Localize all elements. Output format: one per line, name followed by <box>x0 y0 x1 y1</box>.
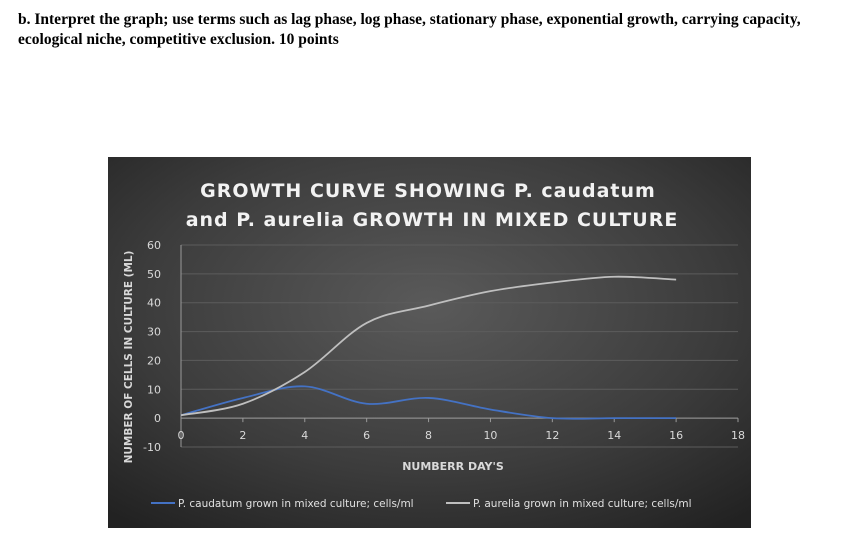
chart-svg: GROWTH CURVE SHOWING P. caudatum and P. … <box>108 157 751 528</box>
legend-label-1: P. caudatum grown in mixed culture; cell… <box>178 498 414 510</box>
series <box>180 275 677 420</box>
y-tick-label: 60 <box>147 239 161 252</box>
y-tick-label: 0 <box>154 412 161 425</box>
chart-background <box>108 157 751 528</box>
chart-title-line1: GROWTH CURVE SHOWING P. caudatum <box>200 180 656 202</box>
x-axis-label: NUMBERR DAY'S <box>402 460 504 473</box>
y-tick-label: 50 <box>147 268 161 281</box>
y-tick-label: 10 <box>147 383 161 396</box>
x-tick-label: 14 <box>607 429 621 442</box>
question-text: b. Interpret the graph; use terms such a… <box>18 11 801 48</box>
chart: GROWTH CURVE SHOWING P. caudatum and P. … <box>108 157 751 528</box>
x-tick-label: 4 <box>301 429 308 442</box>
chart-title-line2: and P. aurelia GROWTH IN MIXED CULTURE <box>186 209 679 231</box>
y-tick-label: -10 <box>143 441 161 454</box>
y-tick-label: 40 <box>147 297 161 310</box>
tick-labels: -10 0 10 20 30 40 50 60 0 2 4 6 8 10 12 14 16 18 <box>143 239 745 454</box>
y-axis-label: NUMBER OF CELLS IN CULTURE (ML) <box>123 251 135 464</box>
legend-label-2: P. aurelia grown in mixed culture; cells… <box>473 498 692 510</box>
x-tick-label: 18 <box>731 429 745 442</box>
y-tick-label: 20 <box>147 354 161 367</box>
x-tick-label: 10 <box>483 429 497 442</box>
legend: P. caudatum grown in mixed culture; cell… <box>151 498 692 510</box>
y-tick-label: 30 <box>147 326 161 339</box>
x-tick-label: 2 <box>239 429 246 442</box>
x-tick-label: 16 <box>669 429 683 442</box>
series-line-2 <box>180 275 677 417</box>
x-tick-label: 0 <box>178 429 185 442</box>
x-tick-label: 12 <box>545 429 559 442</box>
x-tick-label: 6 <box>363 429 370 442</box>
x-tick-label: 8 <box>425 429 432 442</box>
